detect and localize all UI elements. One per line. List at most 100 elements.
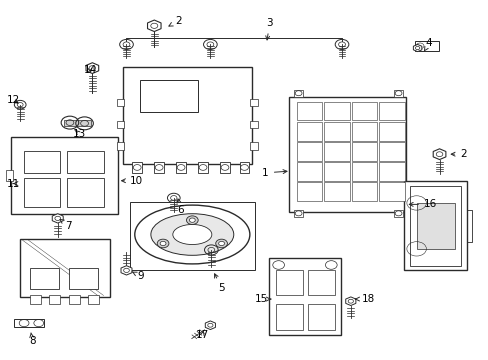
Bar (20, 239, 110, 297)
Bar (379, 162, 404, 181)
Bar (11, 137, 118, 214)
Bar (250, 121, 257, 128)
Polygon shape (147, 20, 161, 32)
Circle shape (157, 239, 168, 248)
Bar (351, 142, 377, 161)
Text: 11: 11 (6, 179, 20, 189)
Text: 12: 12 (6, 95, 20, 105)
Bar (198, 162, 207, 173)
Bar (130, 202, 254, 270)
Bar (67, 151, 104, 173)
Bar (409, 186, 460, 266)
Bar (307, 270, 334, 296)
Bar (393, 210, 402, 217)
Bar (351, 162, 377, 181)
Bar (379, 122, 404, 140)
Bar (5, 170, 13, 181)
Bar (67, 178, 104, 207)
Bar (250, 142, 257, 149)
Bar (324, 102, 349, 121)
Bar (393, 90, 402, 97)
Bar (416, 203, 454, 249)
Polygon shape (432, 149, 445, 159)
Bar (296, 102, 322, 121)
Polygon shape (205, 321, 215, 329)
Bar (69, 295, 80, 304)
Bar (132, 162, 142, 173)
Bar (296, 182, 322, 201)
Text: 15: 15 (254, 294, 270, 304)
Bar (276, 270, 303, 296)
Bar (117, 142, 124, 149)
Ellipse shape (135, 205, 249, 264)
Bar (239, 162, 249, 173)
Bar (294, 210, 303, 217)
Circle shape (189, 218, 195, 222)
Circle shape (218, 241, 224, 246)
Bar (307, 305, 334, 329)
Text: 18: 18 (355, 294, 374, 304)
Bar (379, 102, 404, 121)
Bar (88, 295, 99, 304)
Circle shape (186, 216, 198, 225)
Bar (176, 162, 185, 173)
Bar (324, 182, 349, 201)
Bar (289, 97, 406, 212)
Text: 2: 2 (450, 149, 466, 159)
Text: 14: 14 (83, 64, 97, 75)
Bar (154, 162, 163, 173)
Circle shape (215, 239, 227, 248)
Polygon shape (412, 44, 421, 51)
Text: 4: 4 (424, 38, 431, 51)
Bar (117, 121, 124, 128)
Text: 8: 8 (29, 333, 36, 346)
Bar (296, 142, 322, 161)
Circle shape (160, 241, 165, 246)
Bar (140, 80, 198, 112)
Polygon shape (345, 297, 355, 306)
Text: 5: 5 (214, 274, 225, 293)
Bar (30, 268, 59, 289)
Bar (23, 178, 60, 207)
Bar (324, 122, 349, 140)
Bar (351, 102, 377, 121)
Polygon shape (121, 266, 132, 275)
Bar (324, 162, 349, 181)
Bar (296, 162, 322, 181)
Bar (351, 122, 377, 140)
Polygon shape (86, 63, 99, 73)
Text: 7: 7 (60, 219, 72, 231)
Bar (122, 67, 251, 164)
Text: 16: 16 (408, 199, 436, 210)
Bar (324, 142, 349, 161)
Bar (351, 182, 377, 201)
Bar (23, 151, 60, 173)
Ellipse shape (172, 225, 211, 244)
Text: 13: 13 (73, 129, 86, 139)
Bar (296, 122, 322, 140)
Polygon shape (52, 214, 63, 223)
Bar (294, 90, 303, 97)
Text: 17: 17 (195, 330, 208, 340)
Text: 6: 6 (177, 199, 184, 216)
Text: 2: 2 (168, 16, 181, 26)
Bar (30, 295, 41, 304)
Bar (276, 305, 303, 329)
Bar (49, 295, 60, 304)
Bar (69, 268, 98, 289)
Text: 3: 3 (265, 18, 272, 40)
Bar (117, 99, 124, 107)
Text: 10: 10 (122, 176, 143, 186)
Bar (14, 319, 43, 327)
Bar (379, 182, 404, 201)
Ellipse shape (151, 214, 233, 255)
Bar (414, 41, 438, 51)
Bar (404, 181, 466, 270)
Bar (64, 120, 91, 126)
Bar (142, 81, 195, 110)
Bar (250, 99, 257, 107)
Text: 1: 1 (262, 168, 286, 178)
Text: 9: 9 (132, 271, 143, 281)
Bar (268, 258, 340, 335)
Bar (220, 162, 229, 173)
